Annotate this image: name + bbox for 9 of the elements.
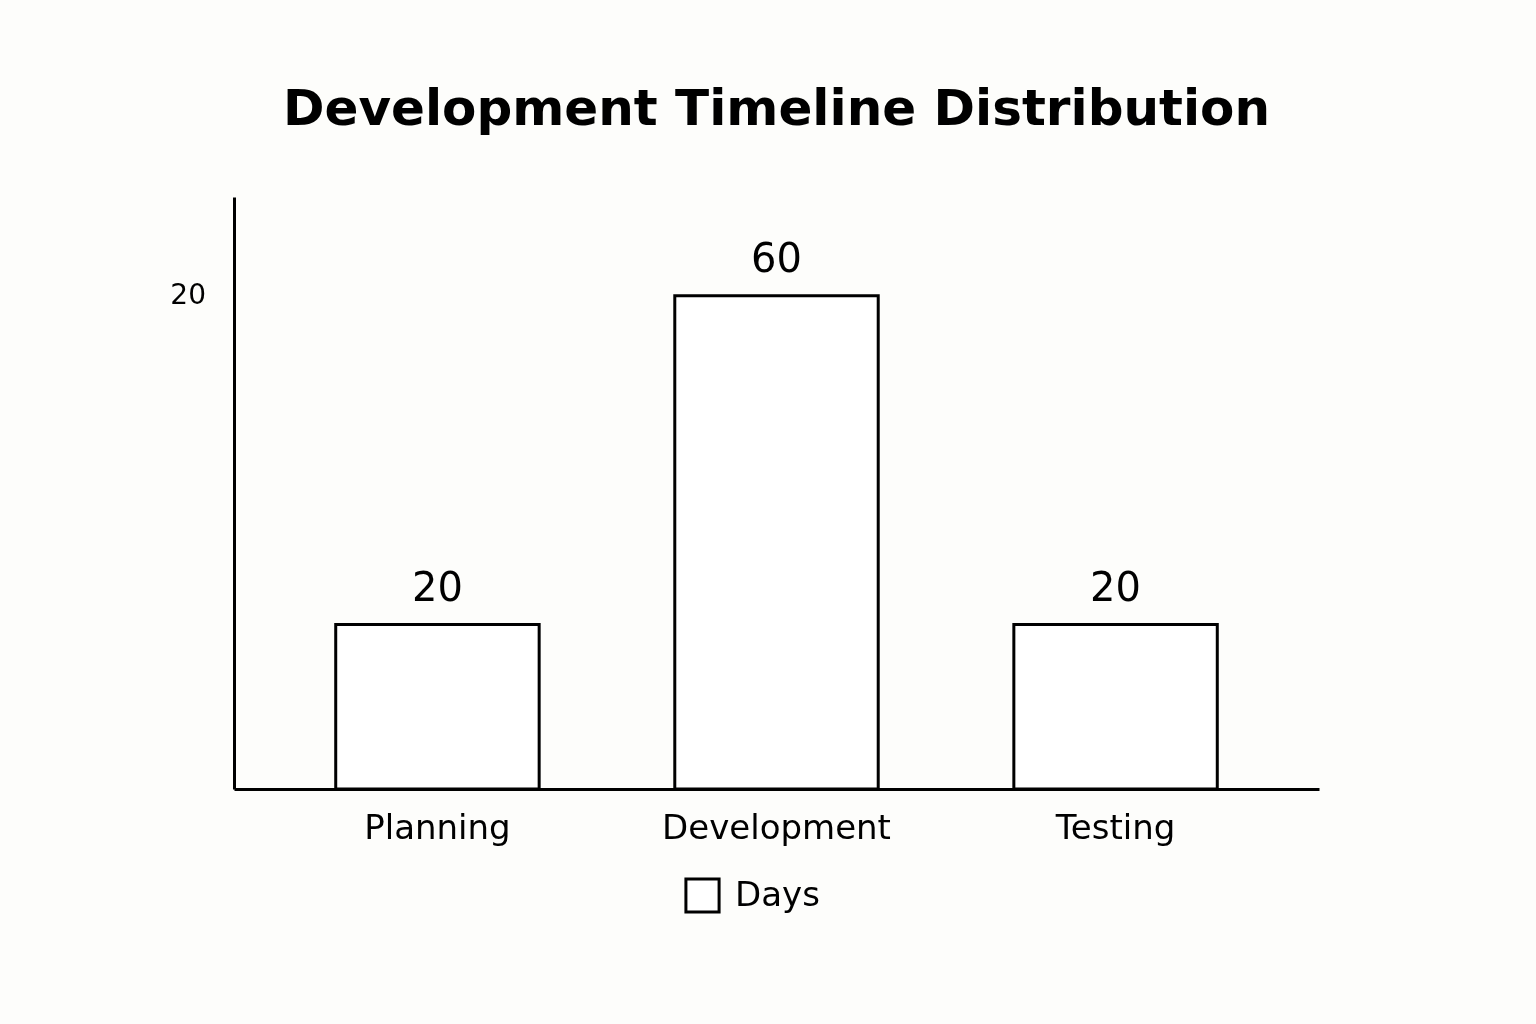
x-tick-label: Testing bbox=[1054, 806, 1176, 847]
data-label: 20 bbox=[411, 563, 463, 610]
data-label: 20 bbox=[1090, 563, 1142, 610]
x-tick-label: Development bbox=[662, 806, 891, 847]
text: 20 bbox=[170, 278, 206, 311]
chart-title: Development Timeline Distribution bbox=[282, 79, 1271, 137]
x-tick-label: Planning bbox=[364, 806, 511, 847]
data-label: 60 bbox=[751, 234, 802, 281]
legend-label: Days bbox=[735, 873, 820, 914]
